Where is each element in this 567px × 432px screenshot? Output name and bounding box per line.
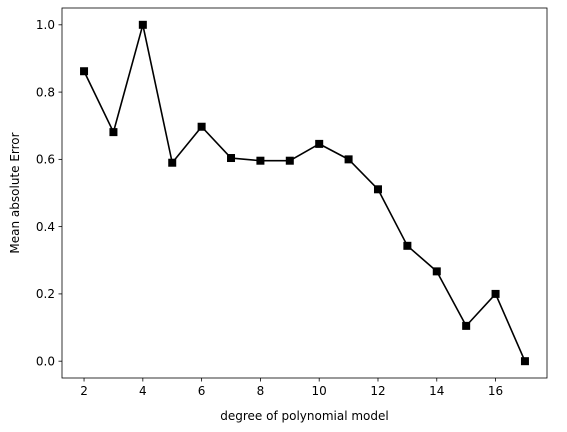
- x-tick-label: 12: [370, 384, 385, 398]
- data-point-marker: [462, 321, 471, 330]
- data-point-marker: [520, 357, 529, 366]
- y-tick-label: 0.4: [36, 220, 55, 234]
- data-point-marker: [109, 128, 118, 137]
- data-point-marker: [491, 289, 500, 298]
- data-point-marker: [80, 67, 89, 76]
- series-layer: [80, 20, 529, 366]
- data-point-marker: [403, 241, 412, 250]
- y-tick-label: 0.0: [36, 354, 55, 368]
- data-point-marker: [138, 20, 147, 29]
- data-point-marker: [373, 185, 382, 194]
- data-point-marker: [315, 139, 324, 148]
- y-tick-label: 1.0: [36, 18, 55, 32]
- x-tick-label: 6: [198, 384, 206, 398]
- x-tick-label: 10: [312, 384, 327, 398]
- y-tick-label: 0.6: [36, 153, 55, 167]
- data-point-marker: [227, 154, 236, 163]
- x-tick-label: 14: [429, 384, 444, 398]
- y-tick-label: 0.2: [36, 287, 55, 301]
- data-point-marker: [256, 156, 265, 165]
- x-tick-label: 4: [139, 384, 147, 398]
- x-tick-label: 2: [80, 384, 88, 398]
- x-tick-label: 16: [488, 384, 503, 398]
- x-axis-ticks: 2 4 6 8 10 12 14 16: [80, 378, 503, 398]
- y-axis-label: Mean absolute Error: [8, 132, 22, 253]
- data-point-marker: [344, 155, 353, 164]
- y-tick-label: 0.8: [36, 85, 55, 99]
- y-axis-ticks: 0.0 0.2 0.4 0.6 0.8 1.0: [36, 18, 62, 368]
- x-axis-label: degree of polynomial model: [220, 409, 388, 423]
- data-point-marker: [285, 156, 294, 165]
- series-line: [83, 24, 526, 362]
- data-point-marker: [168, 158, 177, 167]
- x-tick-label: 8: [257, 384, 265, 398]
- plot-frame: [61, 7, 548, 379]
- data-point-marker: [432, 267, 441, 276]
- data-point-marker: [197, 122, 206, 131]
